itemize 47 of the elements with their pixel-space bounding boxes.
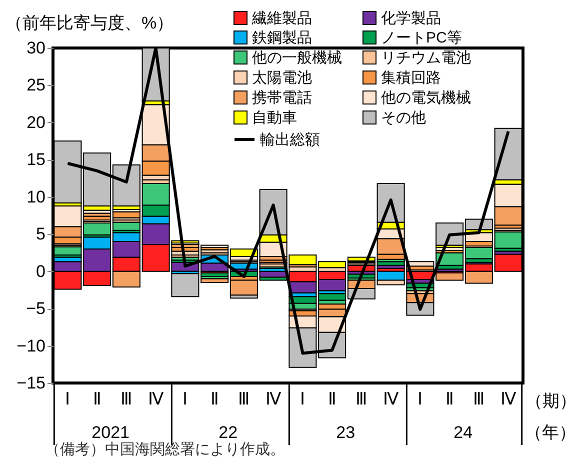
legend-label: 鉄鋼製品 <box>252 30 312 46</box>
legend-label: 携帯電話 <box>252 90 312 106</box>
text: 23 <box>336 423 356 442</box>
legend-label: リチウム電池 <box>381 50 471 66</box>
legend-label: 化学製品 <box>381 10 441 27</box>
x-tick-label: Ⅱ <box>446 390 454 408</box>
x-tick-label: Ⅰ <box>182 390 188 408</box>
y-tick-label: 30 <box>26 38 46 58</box>
legend-label: 集積回路 <box>381 70 441 86</box>
x-tick-label: Ⅰ <box>300 390 306 408</box>
legend-label: 他の電気機械 <box>381 90 471 106</box>
x-tick-label: Ⅲ <box>120 390 132 408</box>
x-tick-label: Ⅲ <box>355 390 368 408</box>
legend-label: 輸出総額 <box>260 132 320 148</box>
legend-label: 繊維製品 <box>251 10 312 27</box>
legend-label: ノートPC等 <box>381 30 462 46</box>
x-tick-label: Ⅲ <box>238 390 250 408</box>
text: 22 <box>218 423 238 442</box>
x-tick-label: Ⅱ <box>328 390 336 408</box>
x-tick-label: Ⅱ <box>93 390 102 408</box>
text: 2021 <box>92 423 130 442</box>
legend-label: 自動車 <box>252 110 297 126</box>
x-tick-label: Ⅳ <box>500 390 516 408</box>
legend-label: 太陽電池 <box>252 70 312 86</box>
y-tick-label: 20 <box>26 112 46 132</box>
y-tick-label: 0 <box>36 262 46 281</box>
x-tick-label: Ⅱ <box>210 390 219 408</box>
x-tick-label: Ⅰ <box>65 390 70 408</box>
y-tick-label: 15 <box>26 150 46 170</box>
legend-label: 他の一般機械 <box>252 50 342 66</box>
y-tick-label: −5 <box>26 299 46 318</box>
y-tick-label: 5 <box>36 224 46 244</box>
legend-label: その他 <box>381 110 426 126</box>
x-tick-label: Ⅳ <box>382 390 399 408</box>
x-axis-title: （期） <box>526 392 576 410</box>
y-tick-label: 10 <box>26 187 46 206</box>
y-tick-label: 25 <box>26 76 46 95</box>
y-tick-label: −10 <box>16 336 46 356</box>
x-tick-label: Ⅳ <box>265 390 282 408</box>
x-tick-label: Ⅲ <box>472 390 485 408</box>
text: （備考）中国海関総署により作成。 <box>45 440 285 458</box>
text: （年） <box>525 423 576 442</box>
x-tick-label: Ⅰ <box>418 390 423 408</box>
text: 24 <box>454 423 473 442</box>
y-tick-label: −15 <box>16 374 46 392</box>
y-axis-title: （前年比寄与度、%） <box>6 14 174 32</box>
x-tick-label: Ⅳ <box>148 390 164 408</box>
